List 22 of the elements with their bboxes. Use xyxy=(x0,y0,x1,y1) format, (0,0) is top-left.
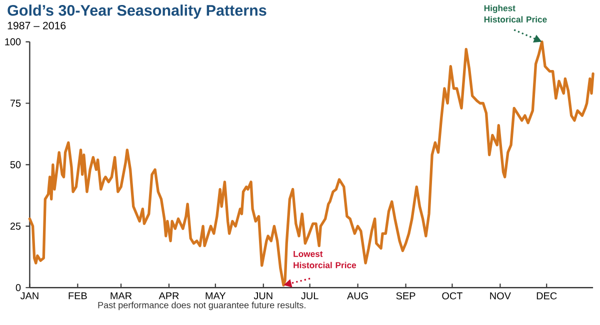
x-tick-label: SEP xyxy=(396,292,416,300)
y-tick-label: 25 xyxy=(10,222,21,230)
x-tick-label: JAN xyxy=(20,292,38,300)
x-tick-label: APR xyxy=(158,292,179,299)
chart-title: Gold’s 30-Year Seasonality Patterns xyxy=(8,4,266,19)
x-tick-label: MAY xyxy=(206,292,226,299)
x-tick-label: OCT xyxy=(442,292,462,300)
chart-subtitle: 1987 – 2016 xyxy=(8,22,66,30)
text: Past performance does not guarantee future results. xyxy=(98,301,306,310)
y-tick-label: 100 xyxy=(5,38,21,46)
x-tick-label: JUL xyxy=(301,292,318,300)
x-tick-label: NOV xyxy=(490,292,511,300)
annotation: Lowest Historcial Price xyxy=(294,250,356,268)
y-tick-label: 50 xyxy=(10,160,21,168)
annotation: Highest Historical Price xyxy=(484,4,547,22)
x-tick-label: FEB xyxy=(68,292,87,299)
y-tick-label: 75 xyxy=(10,100,21,107)
x-tick-label: JUN xyxy=(254,292,272,300)
y-tick-label: 0 xyxy=(16,284,21,291)
x-tick-label: AUG xyxy=(347,292,368,300)
x-tick-label: DEC xyxy=(536,292,557,300)
x-tick-label: MAR xyxy=(110,292,132,299)
